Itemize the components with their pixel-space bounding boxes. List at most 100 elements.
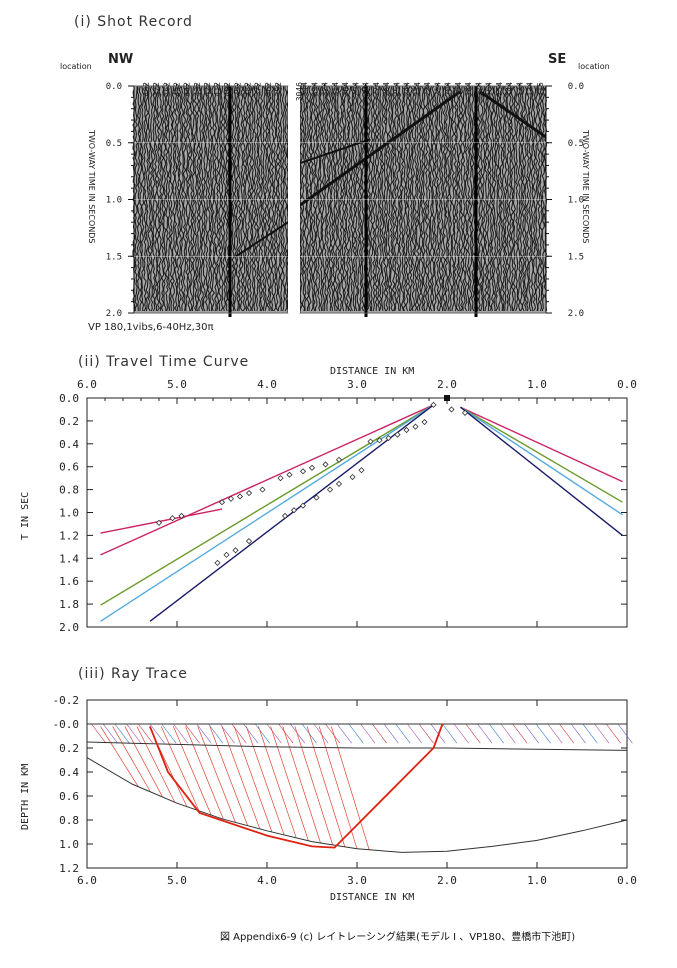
tt-observed-point: [286, 471, 293, 478]
location-label: 214: [433, 82, 442, 97]
seismic-trace: [176, 85, 180, 312]
ray-trace-ray: [149, 723, 444, 849]
seismic-trace: [237, 85, 242, 312]
location-label: 254: [392, 82, 401, 97]
ray-trace-axes: 6.0 5.0 4.0 3.0 2.0 1.0 0.0 -0.2 -0.0 0.2 0.4 0.6 0.…: [53, 694, 637, 887]
tt-observed-point: [430, 401, 437, 408]
shallow-ray: [395, 723, 411, 744]
time-tick-left: 1.5: [106, 252, 122, 262]
seismic-trace: [158, 85, 163, 312]
location-label: 304: [341, 82, 350, 97]
location-label: 432: [193, 82, 202, 97]
gap-location-label: 3046: [295, 82, 304, 101]
shallow-ray: [208, 723, 224, 744]
seismic-trace: [163, 85, 167, 312]
deep-ray: [100, 726, 139, 787]
seismic-trace: [435, 85, 440, 312]
seismic-trace: [356, 85, 361, 312]
rt-x-tick-label: 5.0: [167, 874, 187, 887]
seismic-trace: [343, 85, 347, 312]
seismic-trace: [200, 85, 204, 312]
tt-y-tick-label: 2.0: [59, 621, 79, 634]
tt-y-tick-label: 0.0: [59, 392, 79, 405]
seismic-trace: [207, 85, 211, 312]
seismic-trace: [319, 85, 323, 312]
seismic-trace: [506, 85, 510, 312]
seismic-trace: [420, 85, 425, 312]
shallow-ray: [255, 723, 270, 744]
shallow-ray: [524, 723, 540, 744]
tt-observed-point: [223, 551, 230, 558]
seismic-trace: [218, 85, 222, 312]
shallow-ray: [313, 723, 329, 744]
seismic-trace: [396, 85, 400, 312]
seismic-trace: [354, 85, 358, 312]
tt-y-tick-label: 1.0: [59, 507, 79, 520]
seismic-trace: [477, 85, 482, 312]
location-label: 134: [515, 82, 524, 97]
seismic-trace: [537, 85, 541, 312]
seismic-trace: [486, 85, 490, 312]
time-tick-left: 2.0: [106, 309, 122, 319]
travel-time-axes: 6.0 5.0 4.0 3.0 2.0 1.0 0.0 0.0 0.2 0.4 0.6 0.8 1.0 1…: [59, 378, 637, 634]
shallow-ray: [114, 723, 130, 744]
seismic-trace: [189, 85, 194, 312]
travel-time-chart: 6.0 5.0 4.0 3.0 2.0 1.0 0.0 0.0 0.2 0.4 0.6 0.8 1.0 1…: [59, 378, 637, 634]
location-label: 314: [331, 82, 340, 97]
seismic-trace: [389, 85, 394, 312]
location-label: 362: [264, 82, 273, 97]
seismic-trace: [444, 85, 449, 312]
seismic-trace: [165, 85, 169, 312]
seismic-trace: [270, 85, 275, 312]
travel-time-title: (ii) Travel Time Curve: [78, 354, 250, 370]
shallow-ray: [570, 723, 586, 744]
tt-observed-point: [308, 464, 316, 471]
seismic-trace: [512, 85, 517, 312]
shallow-ray: [407, 723, 423, 744]
tt-y-tick-label: 1.8: [59, 598, 79, 611]
shallow-ray: [336, 723, 352, 744]
seismic-trace: [154, 85, 158, 312]
tt-observed-point: [349, 473, 356, 481]
shallow-ray: [418, 723, 434, 744]
nw-label: NW: [108, 52, 134, 67]
seismic-trace: [169, 85, 174, 312]
tt-observed-point: [178, 512, 185, 520]
tt-observed-point: [277, 475, 284, 482]
seismic-trace: [266, 85, 271, 312]
rt-x-tick-label: 6.0: [77, 874, 97, 887]
location-label-left: location: [60, 62, 92, 71]
seismic-trace: [433, 85, 438, 312]
tt-observed-point: [358, 467, 365, 474]
tt-observed-point: [259, 486, 266, 493]
tt-observed-point: [326, 486, 334, 493]
location-label: 472: [152, 82, 161, 97]
tt-y-tick-label: 0.4: [59, 438, 79, 451]
seismic-trace: [156, 85, 160, 312]
seismic-trace: [209, 85, 213, 312]
location-label: 174: [474, 82, 483, 97]
seismic-trace: [149, 85, 154, 312]
seismic-trace: [411, 85, 416, 312]
seismic-trace: [391, 85, 396, 312]
tt-observed-point: [218, 499, 226, 506]
shallow-ray: [489, 723, 504, 744]
seismic-trace: [534, 85, 539, 312]
seismic-trace: [211, 85, 216, 312]
seismic-trace: [488, 85, 493, 312]
tt-observed-point: [385, 435, 392, 442]
seismic-trace: [376, 85, 381, 312]
seismic-trace: [499, 85, 504, 312]
tt-series-line: [460, 406, 623, 503]
seismic-trace: [398, 85, 402, 312]
tt-observed-point: [335, 456, 343, 463]
location-label: 372: [254, 82, 263, 97]
seismic-trace: [427, 85, 431, 312]
seismic-trace: [257, 85, 262, 312]
location-label: 382: [244, 82, 253, 97]
rt-y-tick-label: 0.2: [59, 742, 79, 755]
seismic-trace: [422, 85, 427, 312]
tt-series-line: [100, 508, 223, 534]
shallow-ray: [126, 723, 142, 744]
